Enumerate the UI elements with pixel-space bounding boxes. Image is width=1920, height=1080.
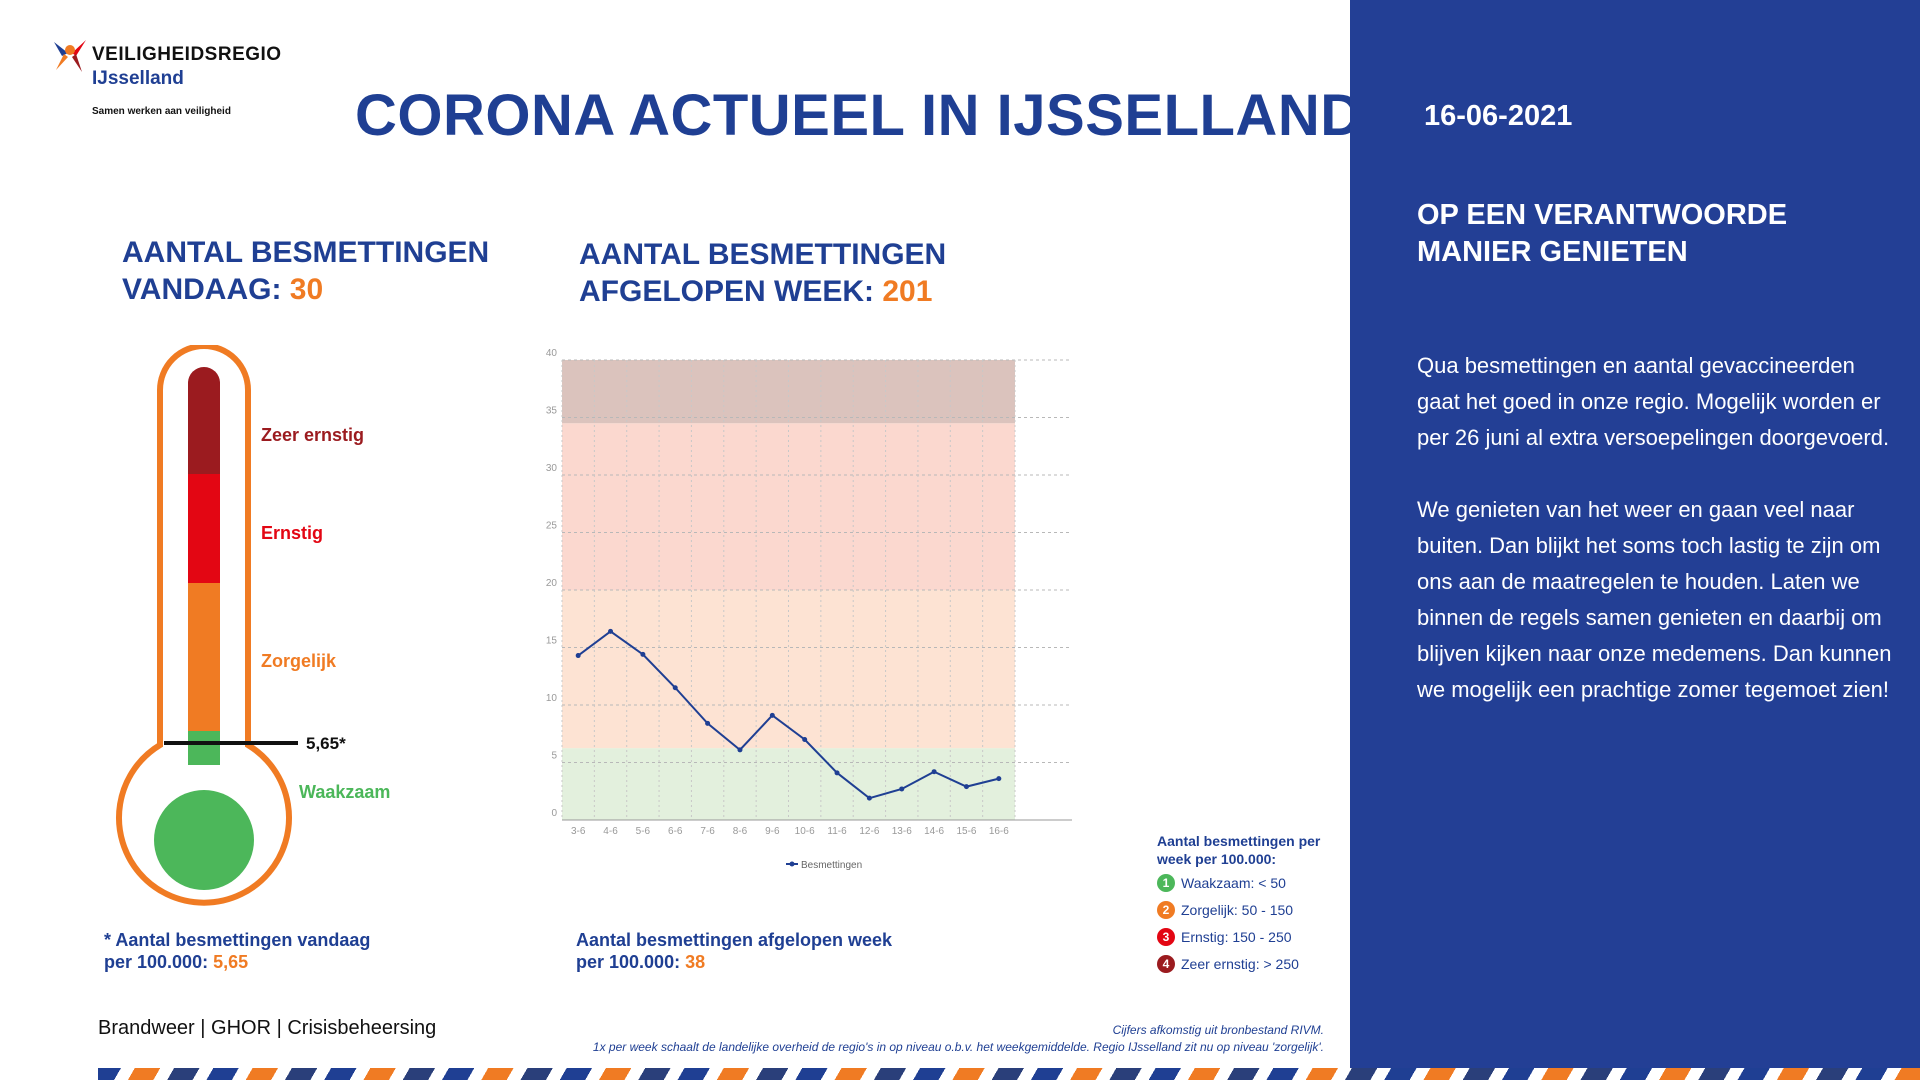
week-title: AANTAL BESMETTINGEN AFGELOPEN WEEK: 201 bbox=[579, 236, 946, 310]
panel-title: OP EEN VERANTWOORDE MANIER GENIETEN bbox=[1417, 199, 1788, 268]
x-tick-label: 13-6 bbox=[892, 826, 912, 837]
week-value: 201 bbox=[882, 275, 933, 308]
today-title-line1: AANTAL BESMETTINGEN bbox=[122, 236, 490, 269]
data-point bbox=[834, 770, 840, 776]
week-footnote-value: 38 bbox=[685, 952, 706, 972]
thermometer-bulb bbox=[154, 790, 254, 890]
level-legend-item: 2 Zorgelijk: 50 - 150 bbox=[1157, 900, 1293, 920]
today-footnote: * Aantal besmettingen vandaag per 100.00… bbox=[104, 929, 370, 973]
thermometer-segment bbox=[188, 583, 220, 731]
level-label-waakzaam: Waakzaam bbox=[299, 782, 390, 802]
panel-paragraph: We genieten van het weer en gaan veel na… bbox=[1417, 497, 1892, 702]
level-legend-item: 3 Ernstig: 150 - 250 bbox=[1157, 927, 1292, 947]
y-tick-label: 30 bbox=[546, 463, 558, 474]
data-point bbox=[705, 720, 711, 726]
info-panel bbox=[1350, 0, 1920, 1068]
page-title: CORONA ACTUEEL IN IJSSELLAND bbox=[355, 83, 1363, 148]
legend-marker-icon bbox=[789, 861, 795, 867]
x-tick-label: 9-6 bbox=[765, 826, 780, 837]
level-label-zorgelijk: Zorgelijk bbox=[261, 651, 337, 671]
today-title: AANTAL BESMETTINGEN VANDAAG: 30 bbox=[122, 234, 489, 308]
x-tick-label: 3-6 bbox=[571, 826, 586, 837]
x-tick-label: 11-6 bbox=[827, 826, 847, 837]
services-line: Brandweer | GHOR | Crisisbeheersing bbox=[98, 1017, 437, 1039]
logo-tagline: Samen werken aan veiligheid bbox=[92, 106, 231, 117]
y-tick-label: 15 bbox=[546, 636, 558, 647]
level-label-zeer-ernstig: Zeer ernstig bbox=[261, 425, 364, 445]
week-footnote-line1: Aantal besmettingen afgelopen week bbox=[576, 930, 893, 950]
data-point bbox=[640, 651, 646, 657]
panel-paragraph: Qua besmettingen en aantal gevaccineerde… bbox=[1417, 353, 1890, 450]
thermometer: 5,65* Zeer ernstig Ernstig Zorgelijk Waa… bbox=[116, 345, 390, 906]
thermometer-segment bbox=[188, 474, 220, 583]
today-value: 30 bbox=[289, 273, 324, 306]
level-1-badge: 1 bbox=[1157, 874, 1175, 892]
x-tick-label: 10-6 bbox=[795, 826, 815, 837]
level-4-badge: 4 bbox=[1157, 955, 1175, 973]
level-legend-item: 4 Zeer ernstig: > 250 bbox=[1157, 954, 1299, 974]
x-tick-label: 15-6 bbox=[956, 826, 976, 837]
y-tick-label: 35 bbox=[546, 406, 558, 417]
logo-region: IJsselland bbox=[92, 68, 184, 89]
x-tick-label: 14-6 bbox=[924, 826, 944, 837]
data-point bbox=[996, 776, 1002, 782]
legend-label: Besmettingen bbox=[801, 860, 862, 871]
y-tick-label: 20 bbox=[546, 578, 558, 589]
x-tick-label: 5-6 bbox=[636, 826, 651, 837]
y-tick-label: 10 bbox=[546, 693, 558, 704]
data-point bbox=[672, 685, 678, 691]
data-point bbox=[963, 784, 969, 790]
y-tick-label: 25 bbox=[546, 521, 558, 532]
level-2-badge: 2 bbox=[1157, 901, 1175, 919]
logo-name: VEILIGHEIDSREGIO bbox=[92, 44, 282, 65]
data-point bbox=[769, 712, 775, 718]
today-footnote-value: 5,65 bbox=[213, 952, 249, 972]
data-point bbox=[899, 786, 905, 792]
series-line bbox=[577, 630, 1000, 800]
chart-band bbox=[562, 590, 1015, 749]
today-footnote-line1: * Aantal besmettingen vandaag bbox=[104, 930, 371, 950]
level-3-badge: 3 bbox=[1157, 928, 1175, 946]
chart-band bbox=[562, 748, 1015, 820]
x-tick-label: 7-6 bbox=[700, 826, 715, 837]
x-tick-label: 16-6 bbox=[989, 826, 1009, 837]
veiligheidsregio-logo-icon bbox=[54, 40, 86, 72]
panel-body: Qua besmettingen en aantal gevaccineerde… bbox=[1417, 348, 1897, 744]
source-note: Cijfers afkomstig uit bronbestand RIVM. … bbox=[592, 1023, 1324, 1054]
level-legend-title: Aantal besmettingen per week per 100.000… bbox=[1157, 833, 1321, 867]
data-point bbox=[575, 653, 581, 659]
data-point bbox=[802, 737, 808, 742]
data-point bbox=[737, 747, 743, 753]
week-footnote: Aantal besmettingen afgelopen week per 1… bbox=[576, 929, 892, 973]
report-date: 16-06-2021 bbox=[1424, 100, 1573, 132]
week-footnote-line2: per 100.000: 38 bbox=[576, 952, 706, 972]
y-tick-label: 40 bbox=[546, 348, 558, 359]
thermometer-marker-label: 5,65* bbox=[306, 734, 346, 753]
x-tick-label: 8-6 bbox=[733, 826, 748, 837]
besmettingen-line-chart: 0 5 10 15 20 25 30 35 40 3-6 4-6 5-6 6-6 7-6 8-6 9-6 10-… bbox=[546, 348, 1072, 871]
today-title-line2: VANDAAG: 30 bbox=[122, 273, 324, 306]
y-tick-label: 0 bbox=[551, 808, 557, 819]
x-tick-label: 6-6 bbox=[668, 826, 683, 837]
thermometer-segment bbox=[188, 386, 220, 474]
y-tick-label: 5 bbox=[551, 751, 557, 762]
thermometer-segment bbox=[188, 731, 220, 765]
decorative-stripe-border bbox=[98, 1068, 1920, 1080]
data-point bbox=[866, 795, 872, 801]
data-point bbox=[931, 769, 937, 775]
data-point bbox=[608, 628, 614, 634]
x-tick-label: 4-6 bbox=[603, 826, 618, 837]
week-title-line1: AANTAL BESMETTINGEN bbox=[579, 238, 947, 271]
week-title-line2: AFGELOPEN WEEK: 201 bbox=[579, 275, 933, 308]
today-footnote-line2: per 100.000: 5,65 bbox=[104, 952, 249, 972]
x-tick-label: 12-6 bbox=[859, 826, 879, 837]
level-label-ernstig: Ernstig bbox=[261, 523, 323, 543]
level-legend-item: 1 Waakzaam: < 50 bbox=[1157, 873, 1286, 893]
